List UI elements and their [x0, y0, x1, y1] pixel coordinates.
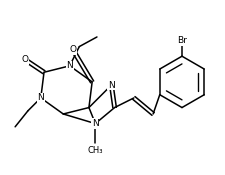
Text: N: N — [66, 61, 73, 70]
Text: Br: Br — [176, 36, 186, 46]
Text: O: O — [69, 45, 76, 54]
Text: N: N — [37, 93, 44, 102]
Text: O: O — [21, 55, 28, 64]
Text: N: N — [108, 81, 114, 90]
Text: CH₃: CH₃ — [87, 146, 103, 155]
Text: N: N — [92, 119, 98, 128]
